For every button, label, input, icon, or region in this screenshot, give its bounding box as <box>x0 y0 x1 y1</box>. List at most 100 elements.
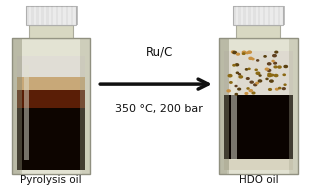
Text: Pyrolysis oil: Pyrolysis oil <box>20 175 82 185</box>
Circle shape <box>235 94 237 95</box>
Circle shape <box>270 74 273 76</box>
Bar <box>248 6 251 25</box>
Circle shape <box>284 84 286 85</box>
Circle shape <box>231 51 235 53</box>
Circle shape <box>265 68 268 70</box>
Bar <box>263 6 265 25</box>
Circle shape <box>235 64 239 66</box>
Bar <box>224 160 294 170</box>
Bar <box>17 56 85 77</box>
Bar <box>253 6 256 25</box>
Circle shape <box>275 51 278 53</box>
Circle shape <box>242 51 246 53</box>
Text: HDO oil: HDO oil <box>239 175 279 185</box>
Circle shape <box>249 90 252 92</box>
Bar <box>26 6 76 25</box>
Circle shape <box>268 63 271 65</box>
Bar <box>278 6 280 25</box>
Bar <box>243 6 246 25</box>
Circle shape <box>238 88 240 90</box>
Circle shape <box>239 74 240 75</box>
Circle shape <box>268 73 271 75</box>
Circle shape <box>245 69 248 70</box>
Circle shape <box>274 62 277 64</box>
Bar <box>238 6 241 25</box>
Circle shape <box>270 80 273 82</box>
Circle shape <box>236 72 239 74</box>
Circle shape <box>233 51 236 54</box>
Circle shape <box>243 53 245 54</box>
Circle shape <box>242 53 244 54</box>
Circle shape <box>284 65 287 67</box>
Circle shape <box>233 65 235 66</box>
Bar <box>224 51 294 95</box>
Circle shape <box>282 88 285 90</box>
Circle shape <box>250 81 253 83</box>
Bar <box>12 38 90 174</box>
Bar <box>17 90 85 108</box>
Text: 350 °C, 200 bar: 350 °C, 200 bar <box>115 104 203 114</box>
Circle shape <box>283 74 285 75</box>
Circle shape <box>227 90 230 92</box>
Circle shape <box>264 56 266 57</box>
Bar <box>258 6 260 25</box>
Bar <box>36 6 39 25</box>
Bar <box>71 6 73 25</box>
Circle shape <box>274 66 277 68</box>
Circle shape <box>274 74 278 77</box>
Bar <box>29 25 73 38</box>
Bar <box>224 95 294 160</box>
Bar <box>80 38 90 174</box>
Bar <box>283 6 285 25</box>
Circle shape <box>279 87 281 89</box>
Circle shape <box>248 51 251 53</box>
Circle shape <box>248 68 250 69</box>
Circle shape <box>267 69 271 71</box>
Bar <box>12 38 90 174</box>
Circle shape <box>255 69 257 70</box>
Bar <box>289 38 298 174</box>
Bar <box>66 6 68 25</box>
Bar <box>233 6 236 25</box>
Bar <box>219 38 229 174</box>
Bar <box>56 6 58 25</box>
Bar <box>236 25 280 38</box>
Circle shape <box>254 84 257 86</box>
Circle shape <box>246 52 248 54</box>
Text: Ru/C: Ru/C <box>146 46 173 58</box>
Circle shape <box>269 89 271 90</box>
Circle shape <box>246 78 249 79</box>
Bar <box>233 6 283 25</box>
Bar <box>26 6 29 25</box>
Bar <box>51 6 53 25</box>
Bar <box>41 6 44 25</box>
Bar <box>17 77 85 90</box>
Circle shape <box>268 75 271 77</box>
Bar <box>227 170 290 174</box>
Bar <box>61 6 63 25</box>
Circle shape <box>256 72 260 74</box>
Circle shape <box>272 60 274 62</box>
Circle shape <box>252 92 255 94</box>
Circle shape <box>271 74 274 76</box>
Bar <box>231 65 237 160</box>
Bar <box>76 6 78 25</box>
Circle shape <box>228 75 232 77</box>
Circle shape <box>256 82 258 84</box>
Circle shape <box>230 82 232 83</box>
Circle shape <box>259 75 261 76</box>
Circle shape <box>247 88 249 89</box>
Bar <box>46 6 49 25</box>
Circle shape <box>236 53 239 55</box>
Circle shape <box>239 76 243 78</box>
Bar <box>20 170 82 174</box>
Circle shape <box>249 57 252 59</box>
Bar <box>12 38 22 174</box>
Circle shape <box>235 85 237 87</box>
Circle shape <box>266 78 268 80</box>
Bar <box>273 6 275 25</box>
Bar <box>268 6 270 25</box>
Bar <box>219 38 298 174</box>
Circle shape <box>273 55 276 57</box>
Bar <box>219 38 298 174</box>
